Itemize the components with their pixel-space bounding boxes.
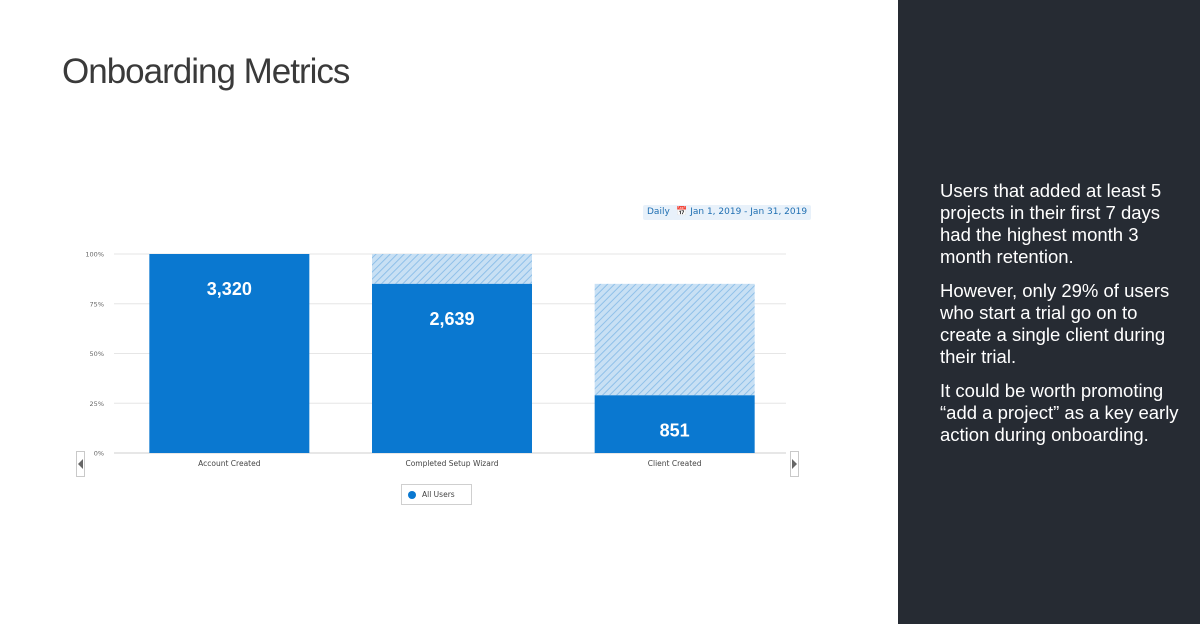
y-tick-label: 25%	[90, 400, 104, 408]
calendar-icon: 📅	[676, 207, 688, 217]
x-tick-label: Account Created	[198, 459, 261, 468]
insight-paragraph: It could be worth promoting “add a proje…	[940, 380, 1179, 445]
y-tick-label: 100%	[85, 251, 104, 259]
interval-selector[interactable]: Daily	[643, 205, 674, 220]
chart-next-button[interactable]	[790, 451, 799, 477]
chart-prev-button[interactable]	[76, 451, 85, 477]
bar-value-label: 3,320	[207, 279, 252, 299]
chart-legend[interactable]: All Users	[401, 484, 472, 505]
bar-value-label: 2,639	[429, 309, 474, 329]
x-tick-label: Client Created	[648, 459, 702, 468]
insight-paragraph: However, only 29% of users who start a t…	[940, 280, 1170, 367]
y-tick-label: 50%	[90, 350, 104, 358]
bar[interactable]	[149, 254, 310, 453]
y-tick-label: 75%	[90, 300, 104, 308]
chevron-right-icon	[792, 459, 797, 469]
date-range-picker[interactable]: 📅 Jan 1, 2019 - Jan 31, 2019	[672, 205, 812, 220]
funnel-chart: 0% 25% 50% 75% 100% 3,320 Account Created 2,639…	[85, 251, 786, 468]
chevron-left-icon	[78, 459, 83, 469]
bar[interactable]	[594, 395, 755, 453]
insight-paragraph: Users that added at least 5 projects in …	[940, 180, 1162, 267]
insights-text: Users that added at least 5 projects in …	[940, 180, 1190, 458]
page-title: Onboarding Metrics	[62, 52, 350, 91]
date-range-label: Jan 1, 2019 - Jan 31, 2019	[690, 207, 808, 217]
y-tick-label: 0%	[94, 450, 104, 458]
dropoff-bar[interactable]	[372, 254, 532, 284]
dropoff-bar[interactable]	[594, 283, 755, 396]
bar[interactable]	[372, 283, 532, 453]
bar-value-label: 851	[660, 420, 690, 440]
insights-panel: Users that added at least 5 projects in …	[898, 0, 1200, 624]
legend-swatch	[408, 490, 416, 499]
x-tick-label: Completed Setup Wizard	[405, 459, 498, 468]
legend-label: All Users	[422, 490, 455, 499]
